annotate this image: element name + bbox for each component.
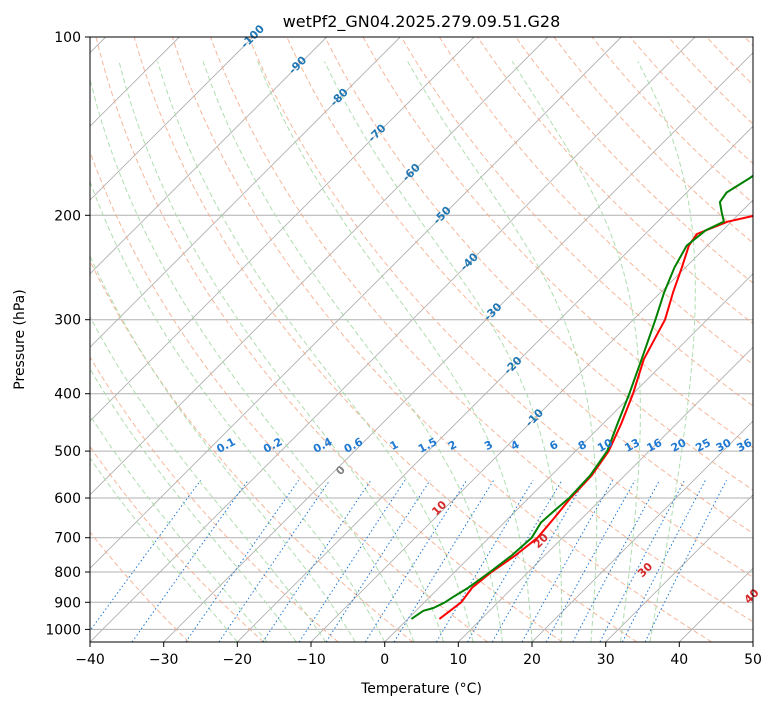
y-tick-label: 100: [54, 30, 81, 46]
y-tick-label: 200: [54, 208, 81, 224]
y-axis-label: Pressure (hPa): [12, 289, 28, 389]
x-tick-label: 20: [523, 652, 541, 668]
y-tick-label: 700: [54, 531, 81, 547]
x-tick-label: 0: [380, 652, 389, 668]
x-tick-label: −40: [75, 652, 105, 668]
chart-title: wetPf2_GN04.2025.279.09.51.G28: [283, 12, 561, 32]
x-axis-label: Temperature (°C): [360, 681, 482, 697]
x-tick-label: 50: [744, 652, 762, 668]
x-tick-label: 10: [449, 652, 467, 668]
y-tick-label: 400: [54, 387, 81, 403]
x-tick-label: −20: [223, 652, 253, 668]
y-tick-label: 600: [54, 491, 81, 507]
y-tick-label: 300: [54, 313, 81, 329]
x-tick-label: 30: [597, 652, 615, 668]
y-tick-label: 900: [54, 595, 81, 611]
y-tick-label: 500: [54, 444, 81, 460]
x-tick-label: −30: [149, 652, 179, 668]
x-tick-label: 40: [670, 652, 688, 668]
y-tick-label: 1000: [45, 622, 81, 638]
x-tick-label: −10: [296, 652, 326, 668]
y-tick-label: 800: [54, 565, 81, 581]
